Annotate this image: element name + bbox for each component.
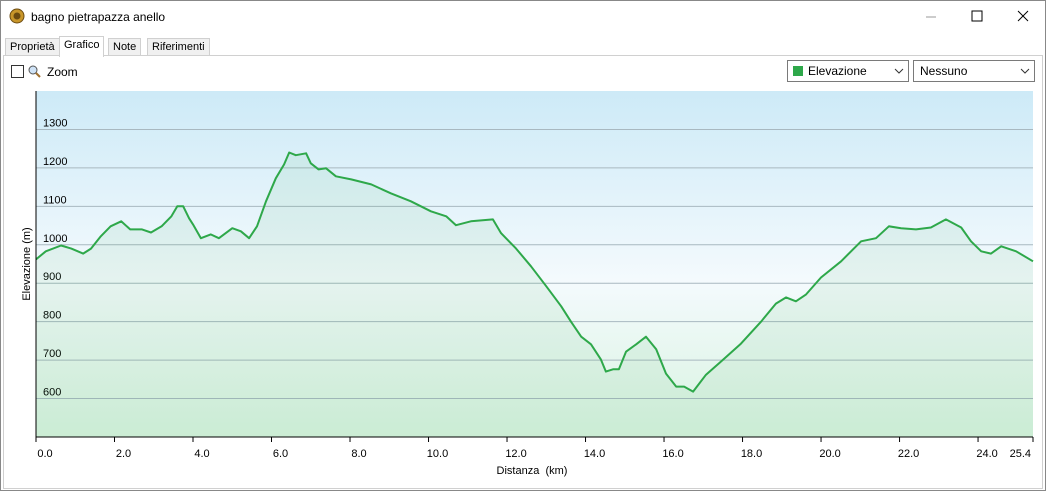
x-tick-label: 10.0 [427,448,448,460]
x-tick-label: 0.0 [37,448,52,460]
y-tick-label: 1000 [43,233,67,245]
x-tick-label: 8.0 [351,448,366,460]
x-tick-label: 25.4 [1010,448,1031,460]
plot-background [36,91,1033,437]
area-fill [36,152,1033,437]
x-axis-label: Distanza (km) [497,465,568,477]
elevation-line [35,151,1034,393]
x-tick-label: 14.0 [584,448,605,460]
x-tick-label: 20.0 [819,448,840,460]
x-tick-label: 22.0 [898,448,919,460]
dropdown-text: Nessuno [920,64,968,78]
x-tick-label: 4.0 [194,448,209,460]
y-tick-label: 800 [43,310,61,322]
y-tick-label: 1100 [43,194,67,206]
y-axis-label: Elevazione (m) [21,227,33,300]
dropdown-text: Elevazione [808,64,867,78]
tab[interactable]: Riferimenti [147,38,210,56]
y-tick-label: 1300 [43,117,67,129]
x-tick-label: 16.0 [662,448,683,460]
dropdown[interactable]: Nessuno [913,60,1035,82]
x-tick-label: 6.0 [273,448,288,460]
swatch [793,66,803,76]
zoom-controls[interactable] [11,64,43,80]
window-controls[interactable] [901,1,1045,32]
dropdown-arrow [894,68,904,74]
x-tick-label: 18.0 [741,448,762,460]
y-tick-label: 900 [43,271,61,283]
x-tick-label: 12.0 [505,448,526,460]
tab-active[interactable]: Grafico [59,36,105,57]
title-bar: bagno pietrapazza anello [1,1,1045,32]
tab[interactable]: Proprietà [5,38,60,56]
dropdown-arrow [1020,68,1030,74]
window-title: bagno pietrapazza anello [31,10,166,24]
y-tick-label: 600 [43,387,61,399]
x-tick-label: 24.0 [976,448,997,460]
x-tick-label: 2.0 [116,448,131,460]
app-icon [9,8,25,24]
dropdown[interactable]: Elevazione [787,60,909,82]
tab[interactable]: Note [108,38,142,56]
y-tick-label: 1200 [43,156,67,168]
y-tick-label: 700 [43,348,61,360]
zoom-label[interactable]: Zoom [47,65,78,79]
